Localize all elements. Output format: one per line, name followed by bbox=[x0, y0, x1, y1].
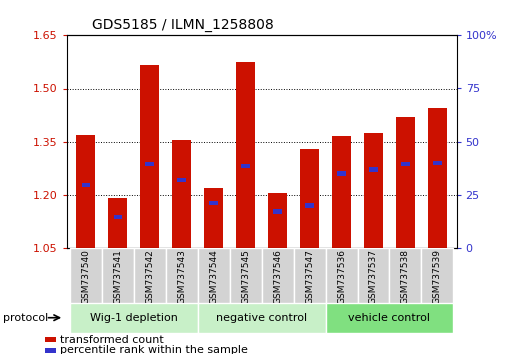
Bar bbox=[166, 248, 198, 303]
Bar bbox=[273, 210, 282, 214]
Bar bbox=[172, 140, 191, 248]
Text: GSM737540: GSM737540 bbox=[82, 250, 90, 304]
Bar bbox=[209, 201, 218, 206]
Bar bbox=[140, 65, 160, 248]
Text: GSM737539: GSM737539 bbox=[433, 250, 442, 304]
Bar bbox=[262, 248, 293, 303]
Text: GDS5185 / ILMN_1258808: GDS5185 / ILMN_1258808 bbox=[92, 18, 274, 32]
Bar bbox=[177, 178, 186, 182]
Bar bbox=[76, 135, 95, 248]
Bar bbox=[70, 248, 102, 303]
Text: GSM737536: GSM737536 bbox=[337, 250, 346, 304]
Bar bbox=[337, 171, 346, 176]
Bar bbox=[300, 149, 319, 248]
Bar bbox=[70, 303, 198, 333]
Text: protocol: protocol bbox=[3, 313, 48, 323]
Bar bbox=[45, 348, 55, 353]
Bar bbox=[364, 133, 383, 248]
Text: GSM737545: GSM737545 bbox=[241, 250, 250, 304]
Bar bbox=[389, 248, 421, 303]
Text: Wig-1 depletion: Wig-1 depletion bbox=[90, 313, 177, 323]
Text: GSM737543: GSM737543 bbox=[177, 250, 186, 304]
Bar bbox=[241, 164, 250, 169]
Bar bbox=[113, 215, 122, 219]
Bar bbox=[82, 183, 90, 188]
Text: percentile rank within the sample: percentile rank within the sample bbox=[60, 345, 248, 354]
Bar bbox=[134, 248, 166, 303]
Bar bbox=[230, 248, 262, 303]
Text: negative control: negative control bbox=[216, 313, 307, 323]
Bar bbox=[433, 161, 442, 165]
Text: vehicle control: vehicle control bbox=[348, 313, 430, 323]
Text: GSM737544: GSM737544 bbox=[209, 250, 218, 304]
Bar bbox=[332, 136, 351, 248]
Bar bbox=[401, 162, 410, 166]
Bar bbox=[198, 248, 230, 303]
Bar bbox=[369, 167, 378, 171]
Bar bbox=[146, 162, 154, 166]
Bar bbox=[45, 337, 55, 342]
Bar bbox=[236, 62, 255, 248]
Bar bbox=[204, 188, 223, 248]
Bar bbox=[305, 203, 314, 208]
Bar bbox=[102, 248, 134, 303]
Text: GSM737541: GSM737541 bbox=[113, 250, 122, 304]
Text: GSM737542: GSM737542 bbox=[145, 250, 154, 304]
Text: GSM737538: GSM737538 bbox=[401, 250, 410, 304]
Bar bbox=[326, 248, 358, 303]
Text: GSM737547: GSM737547 bbox=[305, 250, 314, 304]
Bar bbox=[421, 248, 453, 303]
Bar bbox=[326, 303, 453, 333]
Bar bbox=[358, 248, 389, 303]
Bar bbox=[428, 108, 447, 248]
Bar bbox=[198, 303, 326, 333]
Text: transformed count: transformed count bbox=[60, 335, 164, 345]
Bar bbox=[108, 198, 127, 248]
Bar bbox=[396, 117, 415, 248]
Text: GSM737537: GSM737537 bbox=[369, 250, 378, 304]
Bar bbox=[268, 193, 287, 248]
Bar bbox=[293, 248, 326, 303]
Text: GSM737546: GSM737546 bbox=[273, 250, 282, 304]
